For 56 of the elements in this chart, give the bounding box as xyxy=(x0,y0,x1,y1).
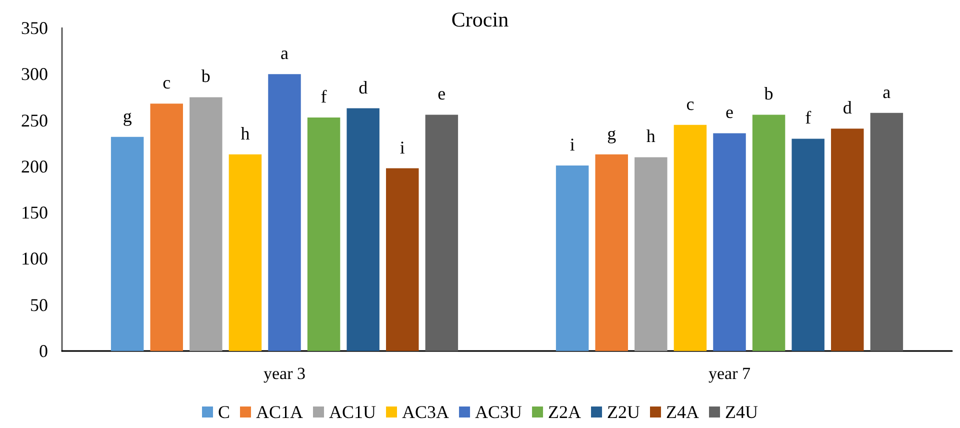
bar xyxy=(870,112,904,351)
data-label: i xyxy=(400,137,405,158)
data-label: e xyxy=(726,102,734,122)
data-label: c xyxy=(162,72,171,93)
y-tick-label: 100 xyxy=(21,248,48,269)
bar xyxy=(831,128,864,351)
y-tick-label: 350 xyxy=(21,18,48,38)
y-tick-label: 300 xyxy=(21,64,48,84)
y-tick-label: 250 xyxy=(21,110,48,130)
bar xyxy=(674,124,707,351)
x-tick-label: year 7 xyxy=(708,364,751,383)
chart-title: Crocin xyxy=(451,8,510,32)
data-label: d xyxy=(842,98,852,118)
bar xyxy=(150,104,183,351)
bar xyxy=(228,154,262,351)
legend-label: AC3U xyxy=(475,402,522,422)
data-label: f xyxy=(805,108,812,128)
data-label: f xyxy=(320,86,327,107)
y-tick-label: 150 xyxy=(21,202,48,223)
bar xyxy=(425,114,458,351)
bar xyxy=(346,108,380,351)
legend-label: Z2A xyxy=(548,402,582,422)
data-label: b xyxy=(201,66,210,86)
data-label: c xyxy=(686,94,694,114)
legend-label: AC3A xyxy=(402,402,450,422)
y-tick-label: 200 xyxy=(21,156,48,176)
bar xyxy=(634,157,668,351)
data-label: g xyxy=(122,106,132,126)
bar xyxy=(307,118,340,351)
bar xyxy=(752,114,786,351)
data-label: h xyxy=(646,126,656,146)
legend-label: Z4A xyxy=(666,402,700,422)
bar xyxy=(190,97,222,351)
bar xyxy=(386,168,419,351)
data-label: b xyxy=(764,84,774,104)
bar xyxy=(595,154,628,351)
legend-label: AC1U xyxy=(329,402,376,422)
bar xyxy=(713,133,746,351)
legend-label: C xyxy=(218,402,230,422)
data-label: e xyxy=(438,84,446,104)
data-label: i xyxy=(570,134,575,155)
legend-label: AC1A xyxy=(256,402,304,422)
bar xyxy=(792,138,824,351)
bar xyxy=(268,74,301,351)
y-tick-label: 50 xyxy=(30,294,48,315)
legend-label: Z4U xyxy=(725,402,758,422)
data-label: h xyxy=(240,123,250,144)
x-tick-label: year 3 xyxy=(263,364,306,383)
legend-label: Z2U xyxy=(607,402,640,422)
bar xyxy=(556,166,589,351)
data-label: d xyxy=(358,77,368,98)
data-label: a xyxy=(280,43,288,64)
data-label: g xyxy=(607,123,616,144)
data-label: a xyxy=(882,82,891,102)
bar xyxy=(110,136,144,351)
y-tick-label: 0 xyxy=(39,341,48,361)
